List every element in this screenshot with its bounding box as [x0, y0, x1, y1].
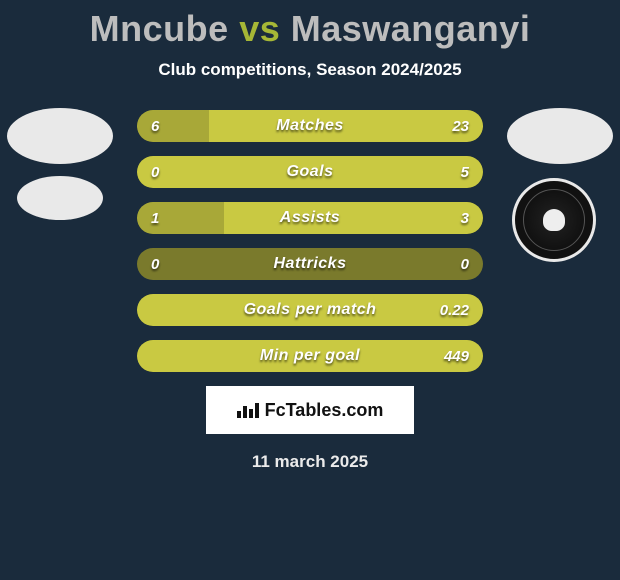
avatar-placeholder-icon	[7, 108, 113, 164]
club-placeholder-icon	[17, 176, 103, 220]
player1-avatar	[7, 108, 113, 214]
stat-row: 449Min per goal	[137, 340, 483, 372]
stat-row: 623Matches	[137, 110, 483, 142]
stat-row: 05Goals	[137, 156, 483, 188]
stat-label: Min per goal	[137, 340, 483, 372]
stat-bars: 623Matches 05Goals 13Assists 00Hattricks 0.2…	[137, 110, 483, 372]
club-badge-inner	[523, 189, 585, 251]
stat-label: Matches	[137, 110, 483, 142]
player2-name: Maswanganyi	[291, 8, 531, 49]
avatar-placeholder-icon	[507, 108, 613, 164]
player1-name: Mncube	[90, 8, 229, 49]
brand-badge: FcTables.com	[206, 386, 414, 434]
comparison-title: Mncube vs Maswanganyi	[0, 0, 620, 50]
subtitle: Club competitions, Season 2024/2025	[0, 60, 620, 80]
stat-label: Goals	[137, 156, 483, 188]
stat-label: Assists	[137, 202, 483, 234]
stat-row: 00Hattricks	[137, 248, 483, 280]
stat-row: 0.22Goals per match	[137, 294, 483, 326]
brand-text: FcTables.com	[265, 400, 384, 421]
vs-label: vs	[239, 8, 280, 49]
date-label: 11 march 2025	[0, 452, 620, 472]
stat-row: 13Assists	[137, 202, 483, 234]
stat-label: Hattricks	[137, 248, 483, 280]
bar-chart-icon	[237, 402, 259, 418]
stat-label: Goals per match	[137, 294, 483, 326]
skull-icon	[543, 209, 565, 231]
player2-club-badge	[512, 178, 596, 262]
